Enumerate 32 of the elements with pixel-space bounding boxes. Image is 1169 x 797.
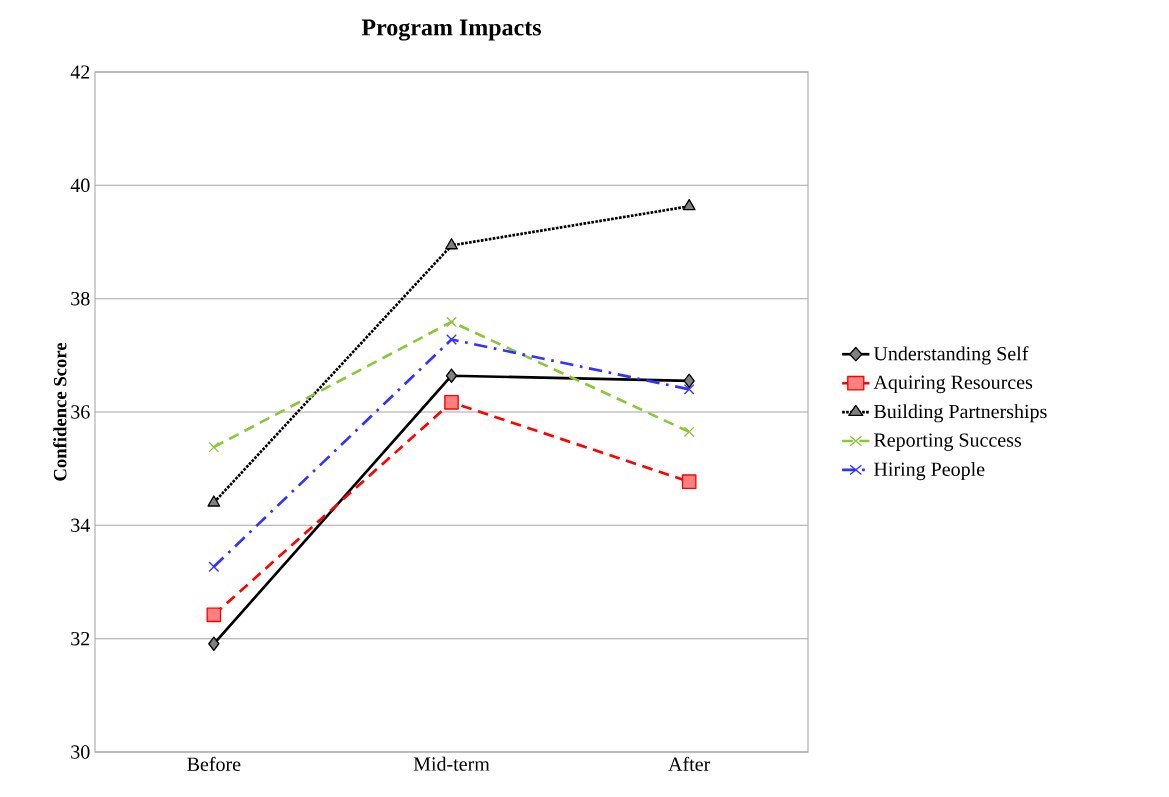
- y-tick-label: 30: [71, 745, 90, 759]
- point: [683, 383, 695, 395]
- point: [207, 495, 221, 507]
- y-tick-label: 38: [71, 291, 90, 306]
- y-tick-label: 32: [71, 631, 90, 646]
- y-tick-label: 42: [70, 65, 90, 79]
- point: [683, 426, 695, 438]
- legend-label: Reporting Success: [874, 433, 1022, 451]
- x-tick-label: Mid-term: [413, 756, 490, 771]
- point: [444, 395, 459, 410]
- chart-title: Program Impacts: [361, 19, 542, 41]
- point: [446, 334, 457, 345]
- point: [681, 474, 697, 490]
- point: [682, 198, 696, 211]
- legend-label: Hiring People: [874, 461, 985, 481]
- y-axis-title: Confidence Score: [53, 342, 67, 481]
- point: [683, 373, 695, 389]
- y-tick-label: 36: [71, 405, 90, 419]
- x-tick-label: After: [668, 756, 711, 771]
- point: [446, 316, 457, 328]
- x-tick-label: Before: [187, 756, 241, 771]
- point: [445, 238, 458, 250]
- point: [208, 636, 220, 652]
- point: [206, 607, 222, 623]
- point: [208, 441, 220, 453]
- legend-label: Aquiring Resources: [873, 375, 1033, 394]
- point: [208, 561, 220, 573]
- y-tick-label: 40: [70, 178, 90, 193]
- legend-label: Building Partnerships: [874, 404, 1047, 423]
- legend-label: Understanding Self: [873, 346, 1029, 365]
- y-tick-label: 34: [71, 518, 90, 533]
- point: [445, 368, 458, 384]
